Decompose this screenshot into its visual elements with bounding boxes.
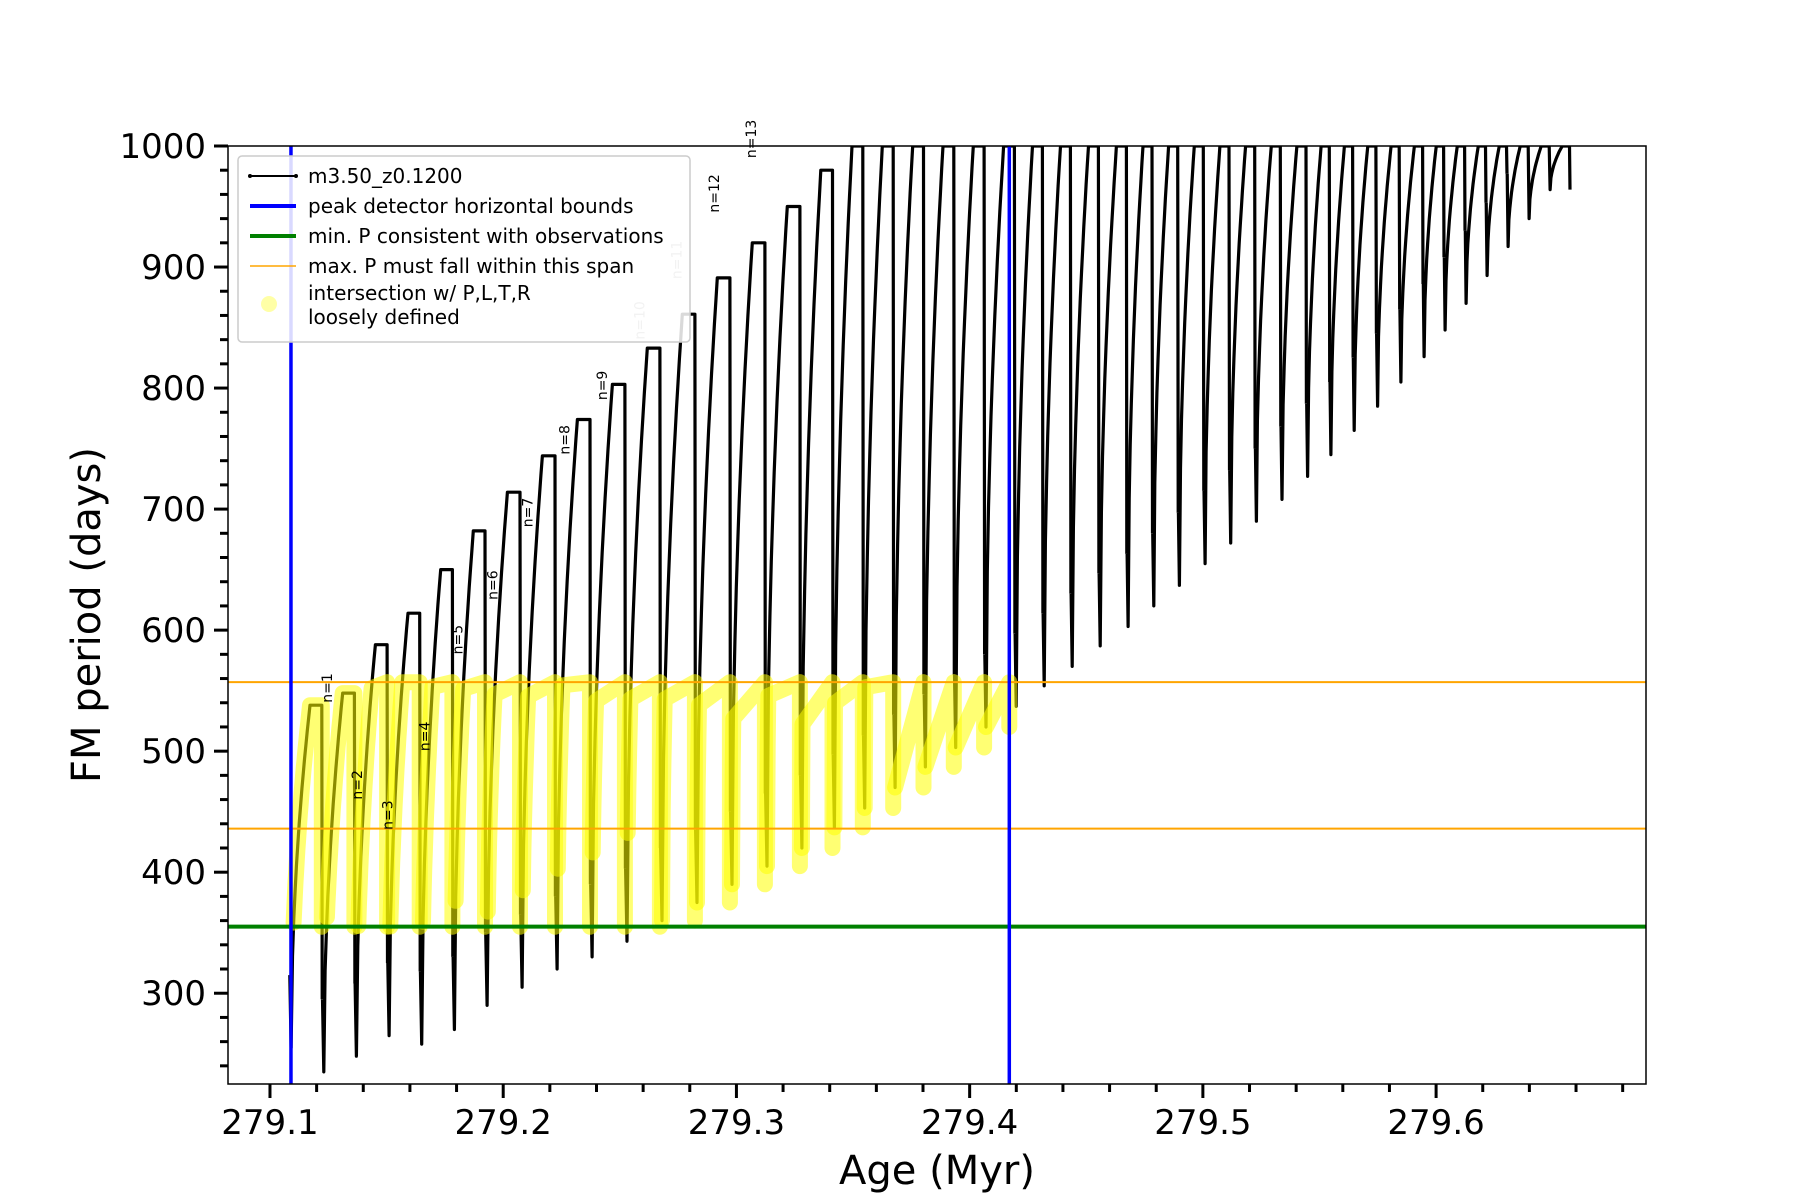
cycle-curve-20 <box>922 146 956 769</box>
y-axis-title: FM period (days) <box>64 447 110 783</box>
cycle-curve-36 <box>1351 146 1378 432</box>
cycle-curve-38 <box>1398 146 1425 384</box>
x-tick-label: 279.1 <box>221 1103 318 1143</box>
legend-label: min. P consistent with observations <box>308 224 664 248</box>
y-tick-label: 800 <box>141 369 206 409</box>
y-tick-label: 700 <box>141 490 206 530</box>
x-axis-title: Age (Myr) <box>839 1148 1035 1194</box>
cycle-curve-37 <box>1375 146 1402 408</box>
legend-label: intersection w/ P,L,T,R <box>308 281 531 305</box>
intersection-highlight-3 <box>350 674 396 935</box>
y-tick-label: 400 <box>141 853 206 893</box>
cycle-curve-33 <box>1279 146 1308 501</box>
cycle-curve-26 <box>1097 146 1129 648</box>
intersection-highlight-9 <box>549 674 598 935</box>
cycle-curve-27 <box>1125 146 1155 629</box>
intersection-highlight-4 <box>382 674 428 935</box>
cycle-curve-44 <box>1526 146 1551 221</box>
legend-handle-marker <box>248 174 252 178</box>
intersection-highlight-7 <box>479 674 528 935</box>
legend-handle-marker <box>261 296 277 312</box>
cycle-curve-32 <box>1253 146 1283 523</box>
reference-lines-layer <box>228 146 1646 1084</box>
intersection-highlight-2 <box>318 685 363 935</box>
cycle-curve-34 <box>1305 146 1332 478</box>
intersection-highlight-10 <box>584 674 633 935</box>
y-tick-label: 500 <box>141 732 206 772</box>
x-tick-label: 279.4 <box>921 1103 1018 1143</box>
cycle-curve-23 <box>1013 146 1045 708</box>
y-tick-label: 600 <box>141 611 206 651</box>
cycle-curve-28 <box>1151 146 1180 608</box>
cycle-curve-40 <box>1442 146 1467 332</box>
cycle-curve-42 <box>1484 146 1509 278</box>
x-tick-label: 279.2 <box>455 1103 552 1143</box>
cycle-curve-18 <box>861 146 896 810</box>
cycle-curve-29 <box>1176 146 1206 587</box>
cycle-curve-35 <box>1328 146 1355 457</box>
cycle-label-8: n=8 <box>558 425 574 455</box>
cycle-curve-43 <box>1505 146 1530 249</box>
cycle-curve-41 <box>1463 146 1488 305</box>
cycle-curve-30 <box>1202 146 1232 566</box>
intersection-highlight-1 <box>285 697 330 935</box>
cycle-label-4: n=4 <box>418 722 434 752</box>
cycle-curve-25 <box>1069 146 1101 668</box>
cycle-label-1: n=1 <box>320 673 336 703</box>
cycle-curve-21 <box>952 146 987 750</box>
cycle-curve-17 <box>831 146 865 829</box>
cycle-label-3: n=3 <box>380 800 396 830</box>
legend-label: max. P must fall within this span <box>308 254 634 278</box>
x-axis-ticks: 279.1 279.2 279.3 279.4 279.5 279.6 <box>221 1084 1625 1143</box>
cycle-label-7: n=7 <box>520 498 536 528</box>
intersection-highlight-layer <box>285 674 1018 935</box>
intersection-highlight-5 <box>415 674 461 935</box>
cycle-label-2: n=2 <box>350 770 366 800</box>
cycle-label-12: n=12 <box>707 174 723 212</box>
y-tick-label: 300 <box>141 974 206 1014</box>
legend-label: loosely defined <box>308 305 460 329</box>
plot-frame <box>227 145 1647 1085</box>
x-tick-label: 279.6 <box>1387 1103 1484 1143</box>
cycle-curve-45 <box>1547 146 1572 192</box>
legend-label: m3.50_z0.1200 <box>308 164 463 188</box>
cycle-curve-15 <box>764 204 802 868</box>
x-tick-label: 279.5 <box>1154 1103 1251 1143</box>
cycle-label-9: n=9 <box>595 371 611 401</box>
cycle-curve-22 <box>983 146 1017 729</box>
cycle-curve-31 <box>1228 146 1257 545</box>
cycle-curve-19 <box>892 146 926 790</box>
cycle-curve-14 <box>729 241 767 886</box>
x-tick-label: 279.3 <box>688 1103 785 1143</box>
y-axis-ticks: 300 400 500 600 700 800 900 1000 <box>119 127 228 1068</box>
cycle-label-6: n=6 <box>485 570 501 600</box>
cycle-label-13: n=13 <box>744 120 760 158</box>
intersection-highlight-8 <box>514 674 563 935</box>
legend-box <box>237 155 691 343</box>
legend-handle-marker <box>294 174 298 178</box>
intersection-highlight-18 <box>856 674 902 816</box>
cycle-label-5: n=5 <box>450 625 466 655</box>
legend-label: peak detector horizontal bounds <box>308 194 634 218</box>
y-tick-label: 900 <box>141 248 206 288</box>
cycle-curve-24 <box>1041 146 1073 688</box>
y-tick-label: 1000 <box>119 127 206 167</box>
intersection-highlight-6 <box>447 674 493 935</box>
cycle-curve-39 <box>1421 146 1446 359</box>
cycle-curve-16 <box>799 168 835 850</box>
